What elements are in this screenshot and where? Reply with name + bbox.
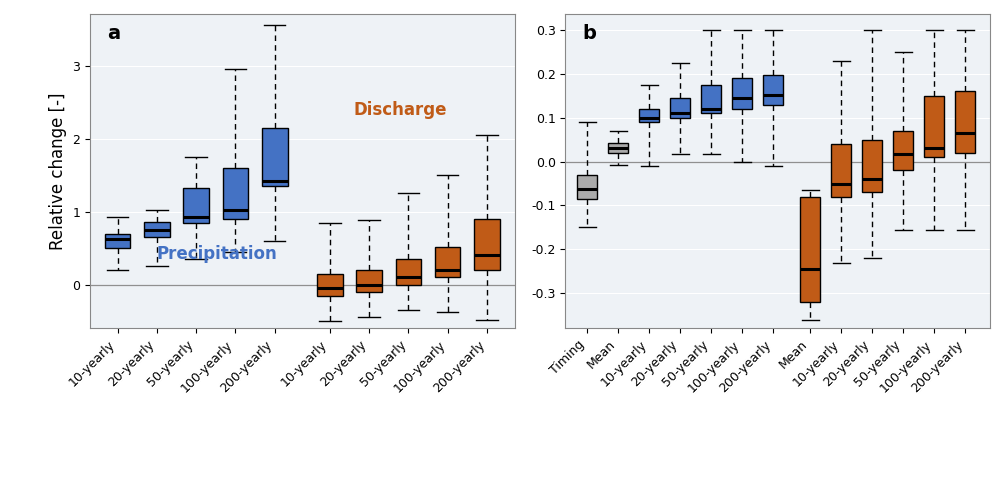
Bar: [732, 78, 752, 109]
Bar: [144, 222, 170, 237]
Bar: [924, 96, 944, 157]
Bar: [474, 219, 500, 270]
Bar: [670, 98, 690, 118]
Bar: [862, 140, 882, 192]
Bar: [955, 91, 975, 153]
Bar: [262, 128, 288, 186]
Bar: [223, 168, 248, 219]
Bar: [763, 75, 783, 104]
Bar: [183, 188, 209, 223]
Text: b: b: [582, 24, 596, 43]
Bar: [396, 259, 421, 284]
Bar: [639, 109, 659, 122]
Bar: [800, 197, 820, 302]
Bar: [577, 175, 597, 199]
Bar: [608, 142, 628, 153]
Text: a: a: [107, 24, 120, 43]
Y-axis label: Relative change [-]: Relative change [-]: [49, 93, 67, 250]
Bar: [893, 131, 913, 170]
Text: Precipitation: Precipitation: [157, 245, 278, 263]
Bar: [701, 85, 721, 114]
Bar: [105, 233, 130, 248]
Bar: [317, 274, 343, 296]
Bar: [435, 247, 460, 277]
Bar: [356, 270, 382, 292]
Bar: [831, 144, 851, 197]
Text: Discharge: Discharge: [353, 101, 447, 119]
